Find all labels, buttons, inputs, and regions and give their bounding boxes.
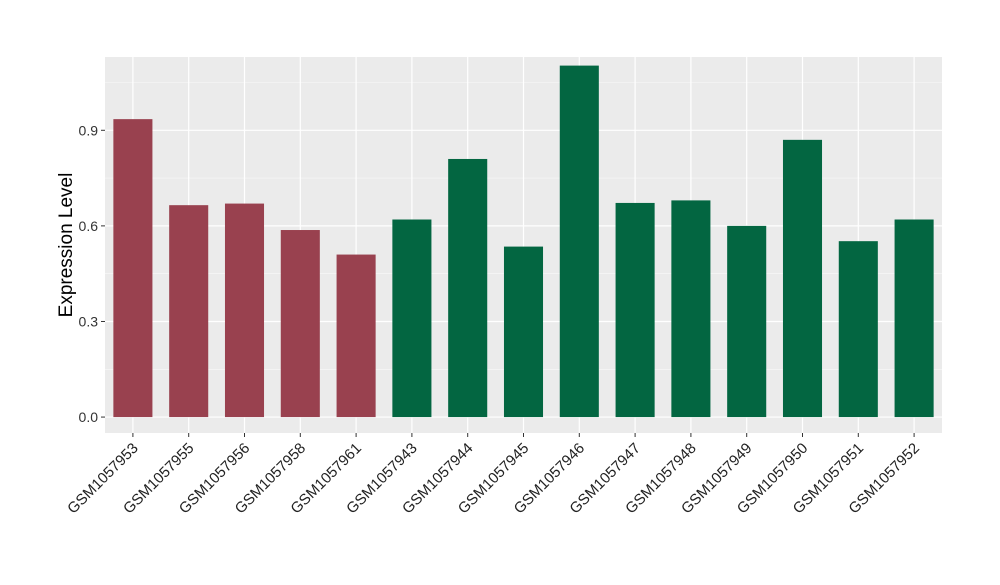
bar-GSM1057945 bbox=[503, 246, 544, 418]
bar-GSM1057943 bbox=[392, 219, 432, 418]
bar-GSM1057949 bbox=[727, 225, 767, 418]
bar-GSM1057958 bbox=[280, 230, 320, 418]
y-tick-label: 0.0 bbox=[79, 409, 99, 425]
y-axis-ticks: 0.0 0.3 0.6 0.9 bbox=[79, 122, 105, 425]
bar-GSM1057947 bbox=[615, 202, 655, 418]
bar-GSM1057948 bbox=[671, 200, 711, 418]
bar-GSM1057952 bbox=[894, 219, 934, 418]
bar-GSM1057955 bbox=[169, 205, 209, 418]
bar-GSM1057961 bbox=[336, 254, 376, 418]
bar-GSM1057951 bbox=[838, 241, 878, 418]
y-axis-label: Expression Level bbox=[56, 173, 77, 318]
y-tick-label: 0.6 bbox=[79, 218, 99, 234]
x-axis-ticks: GSM1057953GSM1057955GSM1057956GSM1057958… bbox=[64, 433, 923, 517]
bar-GSM1057950 bbox=[782, 139, 823, 418]
bar-GSM1057946 bbox=[559, 65, 599, 418]
bar-GSM1057953 bbox=[113, 119, 153, 418]
y-tick-label: 0.3 bbox=[79, 313, 99, 329]
bar-GSM1057956 bbox=[224, 203, 265, 418]
bars bbox=[113, 65, 934, 418]
y-tick-label: 0.9 bbox=[79, 122, 99, 138]
bar-GSM1057944 bbox=[448, 158, 488, 418]
